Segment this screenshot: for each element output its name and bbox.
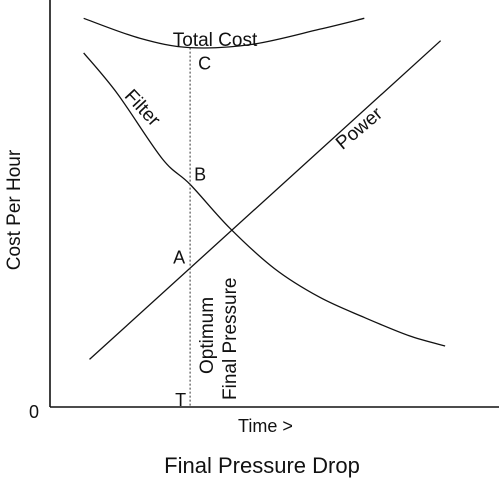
point-label-t: T	[175, 390, 186, 410]
filter-label: Filter	[120, 86, 165, 132]
point-label-a: A	[173, 247, 185, 267]
x-axis-label: Final Pressure Drop	[164, 453, 360, 478]
optimum-label-line1: Optimum	[197, 297, 218, 374]
point-label-c: C	[198, 54, 211, 74]
optimum-label-line2: Final Pressure	[220, 278, 241, 401]
power-line	[89, 40, 442, 360]
total-cost-curve	[83, 17, 365, 49]
y-axis-label: Cost Per Hour	[4, 149, 25, 270]
power-label: Power	[332, 103, 387, 154]
total-cost-label: Total Cost	[173, 30, 258, 51]
origin-label: 0	[29, 402, 39, 422]
filter-curve	[83, 52, 446, 347]
point-label-b: B	[194, 164, 206, 184]
x-axis-note: Time >	[238, 416, 293, 436]
